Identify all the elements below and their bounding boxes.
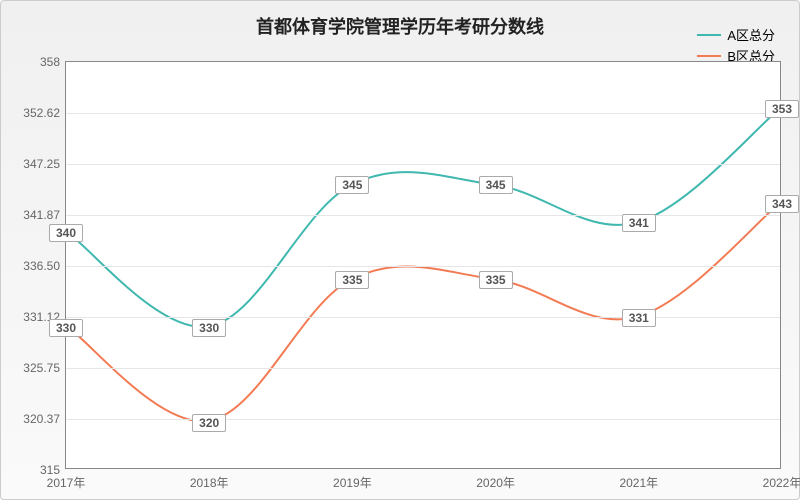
data-label: 343 <box>765 195 799 213</box>
data-label: 341 <box>622 214 656 232</box>
gridline <box>66 215 780 216</box>
x-tick-label: 2020年 <box>476 474 515 491</box>
gridline <box>66 419 780 420</box>
x-tick-label: 2019年 <box>333 474 372 491</box>
chart-container: 首都体育学院管理学历年考研分数线 A区总分 B区总分 315320.37325.… <box>0 0 800 500</box>
gridline <box>66 317 780 318</box>
data-label: 345 <box>479 176 513 194</box>
legend-line-a <box>697 34 721 36</box>
legend-label-a: A区总分 <box>727 25 775 44</box>
chart-lines-svg <box>66 62 780 468</box>
data-label: 335 <box>479 271 513 289</box>
x-tick-label: 2017年 <box>47 474 86 491</box>
data-label: 335 <box>335 271 369 289</box>
data-label: 353 <box>765 100 799 118</box>
data-label: 330 <box>49 319 83 337</box>
gridline <box>66 266 780 267</box>
x-tick-label: 2018年 <box>190 474 229 491</box>
data-label: 345 <box>335 176 369 194</box>
y-tick-label: 336.50 <box>23 259 60 273</box>
y-tick-label: 358 <box>40 55 60 69</box>
series-line <box>67 109 779 327</box>
series-line <box>67 204 779 422</box>
gridline <box>66 368 780 369</box>
gridline <box>66 113 780 114</box>
gridline <box>66 164 780 165</box>
legend-line-b <box>697 55 721 57</box>
x-tick-label: 2022年 <box>763 474 800 491</box>
y-tick-label: 341.87 <box>23 208 60 222</box>
chart-title: 首都体育学院管理学历年考研分数线 <box>1 13 799 39</box>
data-label: 330 <box>192 319 226 337</box>
x-tick-label: 2021年 <box>619 474 658 491</box>
plot-area: 315320.37325.75331.12336.50341.87347.253… <box>65 61 781 469</box>
y-tick-label: 325.75 <box>23 361 60 375</box>
y-tick-label: 320.37 <box>23 412 60 426</box>
data-label: 320 <box>192 414 226 432</box>
legend-item-a: A区总分 <box>697 25 775 44</box>
y-tick-label: 347.25 <box>23 157 60 171</box>
y-tick-label: 352.62 <box>23 106 60 120</box>
data-label: 340 <box>49 224 83 242</box>
data-label: 331 <box>622 309 656 327</box>
